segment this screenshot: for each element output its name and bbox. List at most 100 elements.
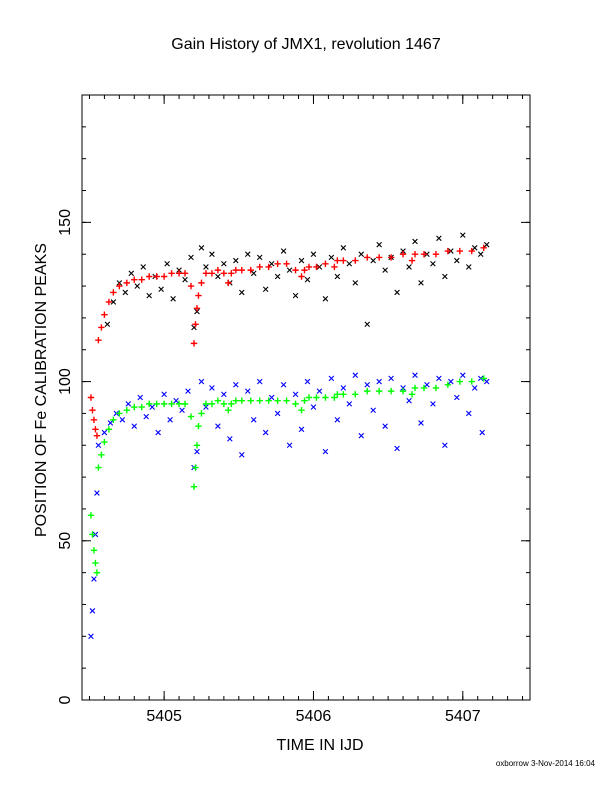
series-3-point	[138, 403, 145, 411]
series-0-point	[334, 273, 341, 280]
series-0-point	[140, 264, 147, 270]
series-2-point	[161, 391, 167, 398]
series-2-point	[91, 576, 97, 582]
series-0-point	[310, 251, 317, 257]
series-1-point	[225, 279, 232, 287]
series-0-point	[244, 251, 251, 257]
series-2-point	[209, 385, 215, 391]
series-1-point	[160, 273, 168, 280]
series-3-point	[153, 400, 160, 408]
series-3-point	[95, 464, 102, 471]
series-0-point	[262, 286, 269, 293]
series-0-point	[128, 270, 135, 277]
series-0-point	[238, 289, 245, 296]
series-0-point	[233, 257, 239, 264]
series-3-point	[352, 391, 359, 398]
series-3-point	[265, 397, 272, 404]
series-2-point	[101, 429, 108, 436]
series-3-point	[298, 407, 305, 414]
series-0-point	[465, 264, 472, 270]
y-tick-label: 100	[57, 368, 74, 395]
series-2-point	[364, 381, 371, 388]
series-0-point	[250, 270, 257, 277]
series-2-point	[316, 388, 323, 394]
x-axis-label: TIME IN IJD	[276, 737, 364, 754]
series-2-point	[262, 429, 269, 436]
series-3-point	[198, 410, 205, 417]
series-3-point	[93, 569, 101, 576]
series-3-point	[89, 531, 96, 538]
series-2-point	[370, 407, 376, 414]
series-3-point	[420, 384, 428, 392]
y-tick-label: 0	[57, 695, 74, 704]
series-0-point	[346, 260, 353, 267]
series-2-point	[479, 429, 486, 436]
series-2-point	[227, 436, 233, 442]
series-0-point	[430, 260, 436, 267]
series-1-point	[305, 263, 313, 271]
series-3-point	[105, 426, 113, 433]
series-1-point	[411, 251, 419, 258]
series-2-point	[448, 378, 454, 385]
x-tick-label: 5405	[146, 708, 182, 725]
series-0-point	[164, 260, 170, 267]
series-2-point	[424, 381, 430, 388]
series-3-point	[195, 422, 202, 430]
series-3-point	[334, 391, 341, 398]
series-0-point	[221, 260, 227, 267]
series-3-point	[468, 378, 475, 385]
series-3-point	[92, 559, 99, 567]
series-2-point	[179, 407, 185, 414]
series-3-point	[175, 400, 183, 408]
y-tick-label: 50	[57, 532, 74, 550]
series-3-point	[220, 400, 228, 408]
series-0-point	[110, 299, 117, 305]
series-0-point	[182, 276, 188, 283]
series-0-point	[209, 251, 215, 257]
series-2-point	[406, 397, 412, 404]
series-0-point	[122, 289, 129, 296]
series-2-point	[442, 442, 448, 449]
series-0-point	[418, 280, 424, 286]
series-2-point	[394, 445, 400, 452]
plot-frame	[81, 94, 531, 701]
series-3-point	[305, 394, 313, 401]
series-0-point	[471, 245, 478, 251]
series-3-point	[202, 400, 210, 408]
series-2-point	[149, 404, 155, 410]
series-3-point	[301, 397, 308, 404]
series-3-point	[331, 394, 338, 401]
series-3-point	[131, 403, 138, 411]
series-3-point	[123, 407, 130, 414]
series-2-point	[358, 432, 365, 439]
series-1-point	[232, 266, 240, 274]
series-1-point	[193, 305, 201, 312]
series-0-point	[406, 264, 412, 270]
series-1-point	[195, 292, 202, 299]
x-tick-label: 5407	[445, 708, 481, 725]
series-0-point	[170, 296, 176, 302]
series-3-point	[193, 442, 201, 449]
series-1-point	[116, 282, 123, 290]
series-1-point	[181, 270, 189, 277]
series-1-point	[98, 324, 105, 331]
series-2-point	[436, 375, 442, 382]
series-2-point	[382, 423, 388, 429]
series-2-point	[131, 423, 138, 429]
series-1-point	[334, 257, 341, 264]
series-0-point	[298, 257, 305, 264]
series-2-point	[471, 385, 478, 391]
series-3-point	[225, 407, 232, 414]
series-3-point	[160, 400, 168, 408]
series-0-point	[370, 257, 376, 264]
series-0-point	[477, 251, 484, 257]
series-3-point	[101, 438, 108, 446]
series-0-point	[358, 251, 365, 257]
series-0-point	[322, 296, 329, 302]
series-2-point	[119, 417, 126, 423]
series-1-point	[322, 260, 329, 267]
series-1-point	[101, 311, 108, 318]
series-3-point	[98, 451, 105, 459]
series-3-point	[238, 397, 245, 404]
series-2-point	[88, 633, 94, 640]
